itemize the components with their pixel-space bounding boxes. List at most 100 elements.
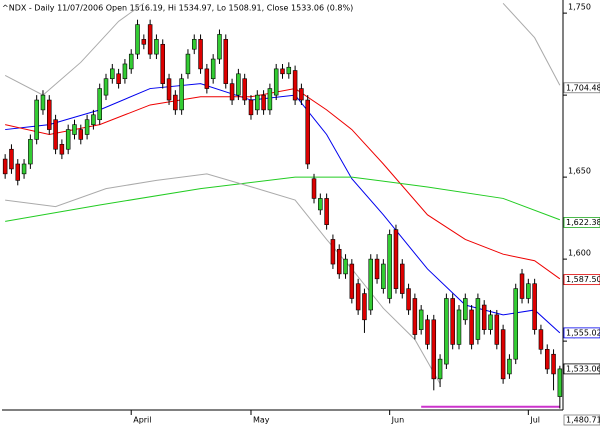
candle-body (255, 94, 260, 111)
candle-body (9, 148, 14, 170)
price-label-box (563, 274, 600, 286)
candle-body (273, 68, 279, 96)
candle-body (191, 39, 197, 50)
candle-body (91, 114, 96, 125)
candle-body (154, 39, 159, 55)
candle-body (110, 68, 115, 80)
candle-body (210, 58, 216, 80)
candle-body (393, 229, 399, 289)
candle-body (141, 39, 147, 45)
candle-body (349, 263, 355, 299)
price-label: 1,587.50 (566, 275, 600, 284)
candle-body (28, 139, 33, 165)
candle-body (374, 258, 380, 280)
y-tick-label: 1,600 (568, 249, 591, 258)
candle-body (229, 83, 235, 101)
candle-body (425, 319, 430, 345)
chart-title: ^NDX - Daily 11/07/2006 Open 1516.19, Hi… (2, 4, 353, 13)
candle-body (469, 309, 474, 345)
indicator-line (502, 2, 561, 86)
candle-body (147, 24, 153, 55)
price-label-box (563, 217, 600, 228)
candle-body (34, 99, 39, 140)
candle-body (336, 248, 342, 275)
candle-body (463, 298, 468, 321)
candle-body (72, 124, 77, 135)
candle-body (40, 94, 46, 111)
candle-body (78, 129, 84, 140)
candle-body (412, 298, 418, 335)
price-label: 1,533.06 (566, 364, 600, 373)
candle-body (437, 358, 443, 380)
candle-body (544, 349, 550, 370)
candle-body (500, 329, 506, 380)
candle-body (15, 163, 21, 181)
candle-body (305, 99, 310, 165)
price-label-box (563, 414, 600, 426)
x-tick-label: Jul (529, 416, 540, 425)
candle-body (330, 239, 336, 265)
candle-body (122, 63, 128, 80)
candle-body (21, 163, 27, 175)
candle-body (292, 70, 298, 101)
price-label-box (563, 82, 600, 94)
x-tick-label: April (133, 416, 151, 425)
price-label: 1,704.48 (566, 83, 600, 92)
candle-body (160, 43, 165, 84)
candle-body (59, 144, 65, 155)
candle-body (128, 53, 134, 70)
candle-body (456, 309, 462, 345)
indicator-line (5, 176, 561, 222)
x-tick-label: May (253, 416, 270, 425)
candle-body (481, 304, 487, 330)
candle-body (444, 298, 449, 365)
indicator-line (5, 88, 561, 280)
candle-body (185, 53, 191, 75)
candle-body (368, 258, 374, 311)
candle-body (53, 119, 58, 150)
candle-body (431, 319, 437, 380)
price-label: 1,480.71 (566, 416, 600, 425)
price-label-box (563, 363, 600, 375)
candle-body (538, 329, 544, 350)
candle-body (551, 353, 556, 375)
candle-body (532, 283, 537, 330)
candle-body (475, 298, 481, 340)
candle-body (519, 273, 525, 299)
candle-body (173, 94, 178, 111)
candle-body (311, 178, 317, 199)
candle-body (97, 88, 102, 121)
y-tick-label: 1,650 (568, 167, 591, 176)
candle-body (450, 298, 455, 345)
candle-body (362, 293, 367, 321)
candle-body (179, 78, 184, 111)
candle-body (116, 73, 121, 84)
candle-body (355, 283, 361, 311)
candle-body (223, 39, 229, 84)
candle-body (166, 78, 172, 101)
indicator-line (4, 2, 145, 96)
candle-body (286, 66, 292, 75)
candle-body (248, 99, 254, 116)
candle-body (381, 263, 386, 289)
candle-body (488, 314, 493, 330)
candle-body (236, 73, 241, 96)
candle-body (135, 24, 140, 55)
candle-body (261, 94, 266, 111)
candle-body (507, 358, 512, 375)
candle-body (557, 368, 563, 397)
price-label-box (563, 327, 600, 339)
price-label: 1,555.02 (566, 328, 600, 337)
candle-body (242, 78, 247, 101)
candle-body (318, 198, 323, 211)
price-label: 1,622.38 (566, 218, 600, 227)
candle-body (400, 263, 405, 294)
candle-body (387, 234, 392, 299)
candle-body (299, 88, 304, 101)
candle-body (343, 258, 348, 275)
candle-body (65, 129, 71, 150)
candle-body (526, 283, 531, 299)
candle-body (217, 34, 222, 60)
y-tick-label: 1,750 (568, 3, 591, 12)
